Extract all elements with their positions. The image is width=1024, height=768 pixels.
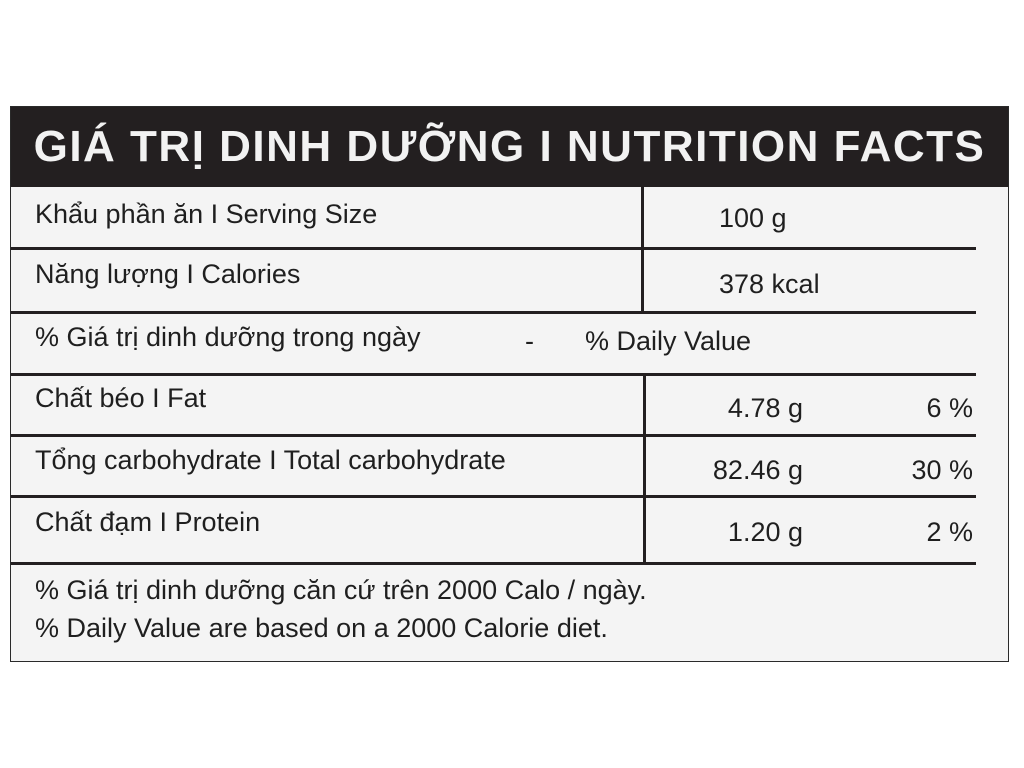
carbohydrate-amount: 82.46 g [712,455,803,485]
fat-label: Chất béo I Fat [35,383,207,413]
footnote-en: % Daily Value are based on a 2000 Calori… [35,613,608,643]
protein-amount: 1.20 g [727,517,803,547]
carbohydrate-label: Tổng carbohydrate I Total carbohydrate [35,445,506,475]
row-divider [11,495,976,498]
row-divider [11,311,976,314]
footnote-vi: % Giá trị dinh dưỡng căn cứ trên 2000 Ca… [35,575,647,605]
fat-amount: 4.78 g [727,393,803,423]
protein-percent: 2 % [926,517,973,547]
serving-size-label: Khẩu phần ăn I Serving Size [35,199,378,229]
daily-value-vi: % Giá trị dinh dưỡng trong ngày [35,322,421,352]
nutrition-header: GIÁ TRỊ DINH DƯỠNG I NUTRITION FACTS [11,107,1008,187]
row-divider [11,247,976,250]
calories-label: Năng lượng I Calories [35,259,301,289]
protein-label: Chất đạm I Protein [35,507,261,537]
column-divider [641,187,644,313]
column-divider [643,373,646,565]
nutrition-title: GIÁ TRỊ DINH DƯỠNG I NUTRITION FACTS [33,122,986,171]
calories-value: 378 kcal [719,269,820,299]
row-divider [11,562,976,565]
daily-value-dash: - [525,326,534,356]
row-divider [11,434,976,437]
carbohydrate-percent: 30 % [911,455,973,485]
fat-percent: 6 % [926,393,973,423]
daily-value-en: % Daily Value [585,326,752,356]
serving-size-value: 100 g [719,203,787,233]
nutrition-label: GIÁ TRỊ DINH DƯỠNG I NUTRITION FACTS Khẩ… [10,106,1009,662]
row-divider [11,373,976,376]
